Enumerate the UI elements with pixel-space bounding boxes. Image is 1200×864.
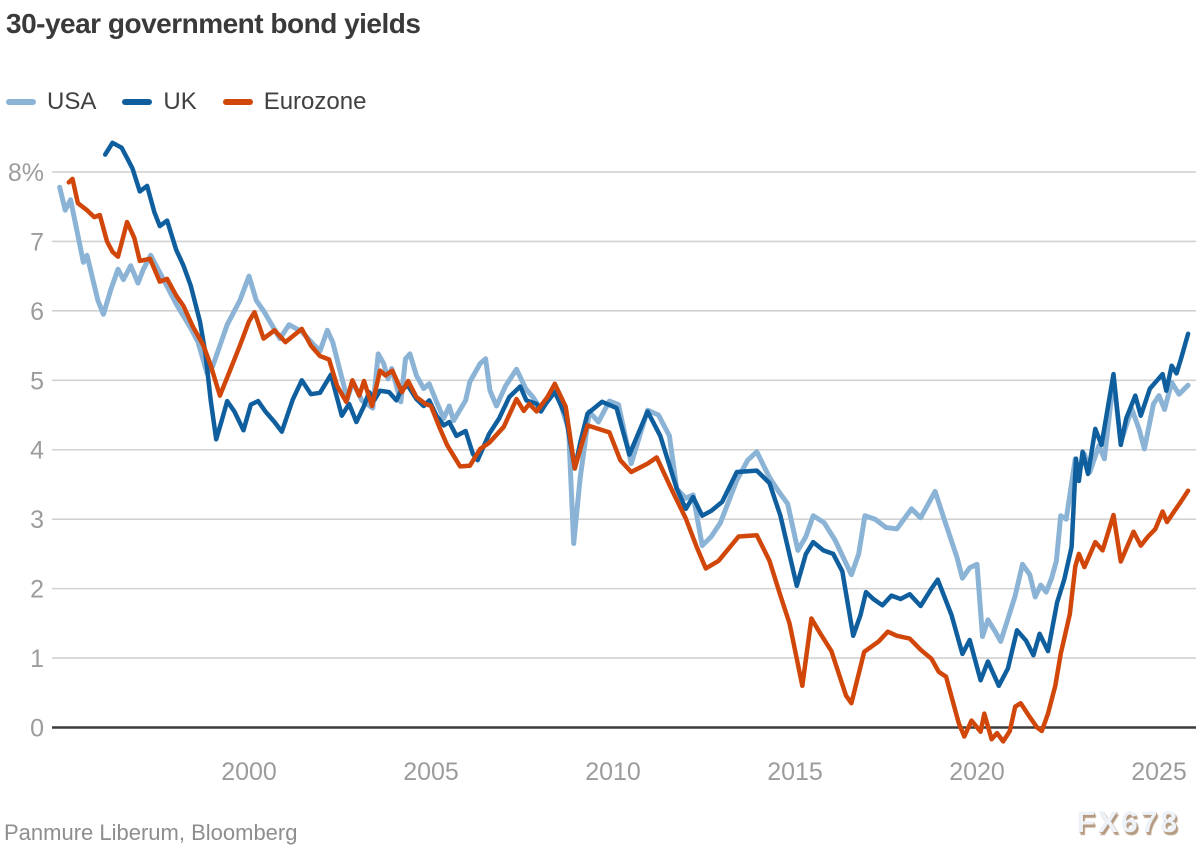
y-tick-label: 4	[30, 437, 44, 465]
x-tick-label: 2025	[1131, 758, 1187, 786]
series-line-eurozone	[66, 176, 1191, 744]
legend-swatch-usa	[6, 99, 36, 105]
source-credit: Panmure Liberum, Bloomberg	[4, 820, 298, 845]
series-line-usa	[57, 184, 1191, 644]
y-tick-label: 5	[30, 367, 44, 395]
legend-item-eurozone: Eurozone	[222, 88, 367, 116]
gridlines	[52, 171, 1196, 729]
y-tick-label: 6	[30, 298, 44, 326]
y-tick-label: 2	[30, 576, 44, 604]
y-tick-label: 3	[30, 506, 44, 534]
x-tick-label: 2015	[767, 758, 823, 786]
x-tick-label: 2005	[403, 758, 459, 786]
watermark: FX678	[1076, 806, 1180, 839]
legend-item-uk: UK	[122, 88, 197, 116]
legend: USA UK Eurozone	[6, 88, 366, 116]
y-tick-label: 7	[30, 228, 44, 256]
legend-label: USA	[47, 88, 97, 115]
y-tick-label: 8%	[8, 159, 44, 187]
x-tick-label: 2010	[585, 758, 641, 786]
series-line-uk	[102, 140, 1191, 689]
legend-swatch-eurozone	[222, 99, 253, 105]
chart-title: 30-year government bond yields	[6, 8, 421, 39]
y-tick-label: 1	[30, 645, 44, 673]
legend-label: UK	[163, 88, 197, 115]
axis-labels: 8% 7 6 5 4 3 2 1 0 2000 2005 2010 2015 2020 2025	[8, 159, 1187, 786]
legend-swatch-uk	[122, 99, 153, 105]
x-tick-label: 2020	[949, 758, 1005, 786]
x-tick-label: 2000	[221, 758, 277, 786]
legend-item-usa: USA	[6, 88, 96, 116]
legend-label: Eurozone	[263, 88, 367, 115]
y-tick-label: 0	[30, 715, 44, 743]
